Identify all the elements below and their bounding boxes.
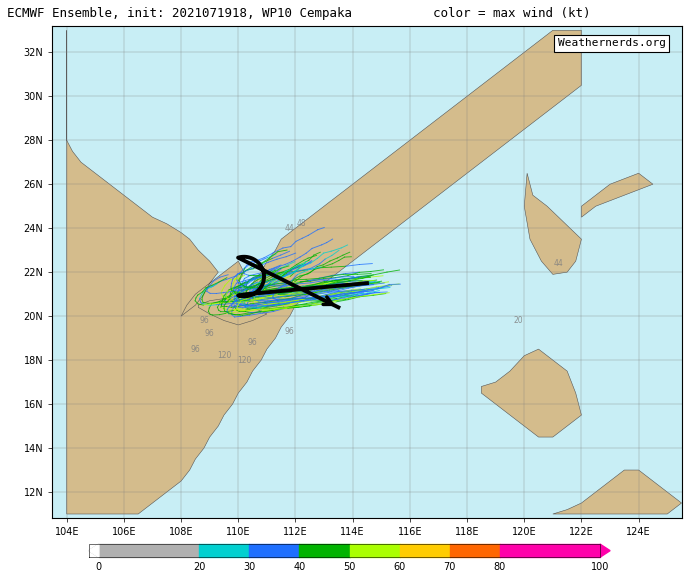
Text: 44: 44 [285, 223, 295, 233]
Text: 0: 0 [96, 562, 102, 572]
Polygon shape [524, 173, 582, 274]
Text: 50: 50 [343, 562, 356, 572]
Text: 20: 20 [514, 316, 524, 325]
Text: 48: 48 [296, 219, 306, 228]
Text: 100: 100 [591, 562, 610, 572]
Text: 60: 60 [394, 562, 405, 572]
Text: 96: 96 [285, 327, 295, 336]
Text: 80: 80 [493, 562, 506, 572]
Polygon shape [66, 31, 582, 514]
Text: 70: 70 [444, 562, 456, 572]
Text: 120: 120 [217, 351, 231, 360]
Text: 20: 20 [193, 562, 206, 572]
Text: 30: 30 [243, 562, 255, 572]
Polygon shape [553, 470, 682, 514]
Text: Weathernerds.org: Weathernerds.org [558, 38, 665, 48]
Text: 44: 44 [554, 259, 563, 268]
Text: 40: 40 [294, 562, 305, 572]
Polygon shape [600, 544, 610, 557]
Polygon shape [199, 298, 267, 325]
Polygon shape [582, 173, 653, 217]
Polygon shape [89, 544, 99, 557]
Text: 96: 96 [205, 329, 215, 338]
Text: 96: 96 [191, 344, 201, 354]
Text: 96: 96 [247, 338, 257, 347]
Text: 96: 96 [199, 316, 209, 325]
Text: 120: 120 [237, 355, 251, 365]
Polygon shape [482, 349, 582, 437]
Text: color = max wind (kt): color = max wind (kt) [433, 7, 591, 20]
Polygon shape [89, 544, 99, 557]
Text: ECMWF Ensemble, init: 2021071918, WP10 Cempaka: ECMWF Ensemble, init: 2021071918, WP10 C… [7, 7, 352, 20]
